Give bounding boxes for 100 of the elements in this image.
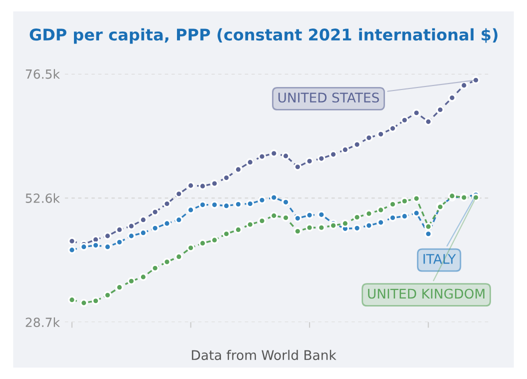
point (270, 149, 278, 158)
point (400, 212, 409, 220)
point (306, 157, 314, 166)
point (329, 222, 338, 230)
point (139, 273, 148, 281)
point (116, 283, 124, 292)
point (282, 152, 290, 160)
point (341, 146, 350, 154)
point (472, 76, 480, 84)
point (270, 194, 278, 202)
point (68, 296, 76, 304)
point (116, 226, 124, 234)
point (353, 224, 362, 232)
point (222, 174, 230, 182)
point (282, 214, 290, 222)
point (424, 230, 432, 238)
point (68, 237, 76, 246)
point (163, 220, 171, 228)
point (186, 244, 195, 252)
point (282, 198, 290, 206)
y-tick-label: 76.5k (26, 69, 60, 79)
point (306, 224, 314, 232)
point (210, 200, 218, 209)
point (317, 210, 326, 219)
text: Data from World Bank (192, 350, 336, 360)
point (246, 158, 254, 166)
point (104, 232, 112, 240)
point (163, 200, 171, 208)
point (294, 227, 302, 236)
point (317, 154, 326, 163)
text: UNITED KINGDOM (368, 288, 484, 299)
point (234, 166, 242, 174)
point (68, 246, 76, 254)
point (341, 220, 350, 228)
point (448, 94, 456, 102)
point (80, 298, 88, 307)
point (364, 134, 373, 142)
point (174, 252, 183, 261)
point (246, 200, 254, 208)
point (80, 242, 88, 251)
point (104, 242, 112, 251)
point (424, 222, 432, 231)
point (400, 116, 409, 124)
point (306, 211, 314, 220)
point (412, 108, 420, 117)
point (163, 258, 171, 266)
point (353, 213, 362, 222)
point (186, 206, 195, 214)
point (210, 180, 218, 188)
point (412, 209, 420, 218)
point (400, 197, 409, 206)
point (353, 140, 362, 148)
point (127, 232, 136, 240)
point (388, 124, 397, 132)
point (424, 118, 432, 126)
point (364, 210, 373, 218)
point (258, 152, 266, 160)
point (329, 150, 338, 158)
point (92, 296, 100, 305)
point (174, 190, 183, 198)
point (174, 216, 183, 224)
point (234, 226, 242, 234)
series-label: UNITED STATES (278, 92, 379, 103)
point (436, 106, 444, 114)
point (151, 208, 160, 216)
point (186, 182, 195, 190)
point (127, 277, 136, 286)
point (151, 224, 160, 232)
point (294, 162, 302, 171)
point (198, 182, 207, 190)
point (139, 216, 148, 224)
point (151, 264, 160, 272)
point (222, 230, 230, 238)
point (364, 222, 373, 230)
series-label: ITALY (424, 254, 456, 264)
point (460, 81, 468, 90)
point (412, 194, 420, 203)
point (388, 214, 397, 222)
point (388, 200, 397, 208)
y-tick-label: 28.7k (26, 317, 60, 328)
point (376, 218, 385, 226)
point (472, 194, 480, 202)
point (104, 291, 112, 300)
y-tick-label: 52.6k (26, 193, 60, 203)
chart-title: GDP per capita, PPP (constant 2021 international $) (30, 28, 498, 44)
point (198, 239, 207, 248)
point (234, 200, 242, 208)
point (116, 238, 124, 246)
point (258, 216, 266, 225)
point (317, 224, 326, 232)
point (270, 212, 278, 220)
point (258, 196, 266, 204)
point (198, 200, 207, 209)
point (139, 228, 148, 237)
point (246, 220, 254, 228)
point (127, 222, 136, 230)
point (376, 206, 385, 214)
point (376, 130, 385, 138)
point (222, 202, 230, 210)
point (92, 241, 100, 250)
